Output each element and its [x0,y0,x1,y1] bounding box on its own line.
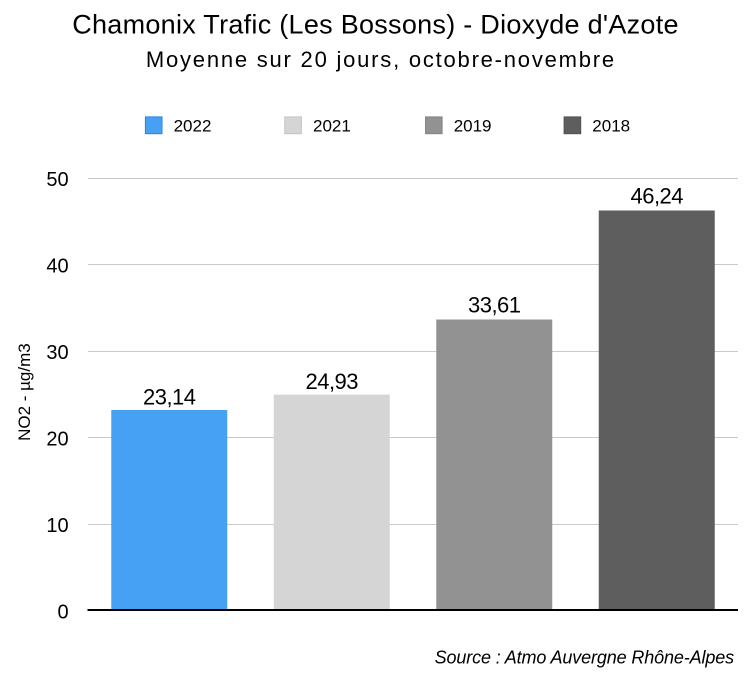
svg-text:NO2 - µg/m3: NO2 - µg/m3 [15,343,34,441]
svg-text:2022: 2022 [174,117,212,136]
svg-text:46,24: 46,24 [630,184,683,209]
svg-text:50: 50 [46,169,68,191]
svg-text:24,93: 24,93 [305,369,358,394]
svg-text:30: 30 [46,342,68,364]
svg-text:Moyenne sur 20 jours, octobre-: Moyenne sur 20 jours, octobre-novembre [146,47,616,72]
svg-text:Source : Atmo Auvergne Rhône-A: Source : Atmo Auvergne Rhône-Alpes [435,648,735,668]
svg-text:33,61: 33,61 [468,293,521,318]
svg-text:40: 40 [46,255,68,277]
svg-text:Chamonix Trafic (Les Bossons): Chamonix Trafic (Les Bossons) - Dioxyde … [72,9,679,39]
svg-text:2019: 2019 [454,117,492,136]
svg-text:2018: 2018 [592,117,630,136]
svg-text:10: 10 [46,515,68,537]
svg-text:2021: 2021 [313,117,351,136]
svg-text:20: 20 [46,428,68,450]
svg-text:0: 0 [57,601,68,623]
svg-text:23,14: 23,14 [143,385,196,410]
